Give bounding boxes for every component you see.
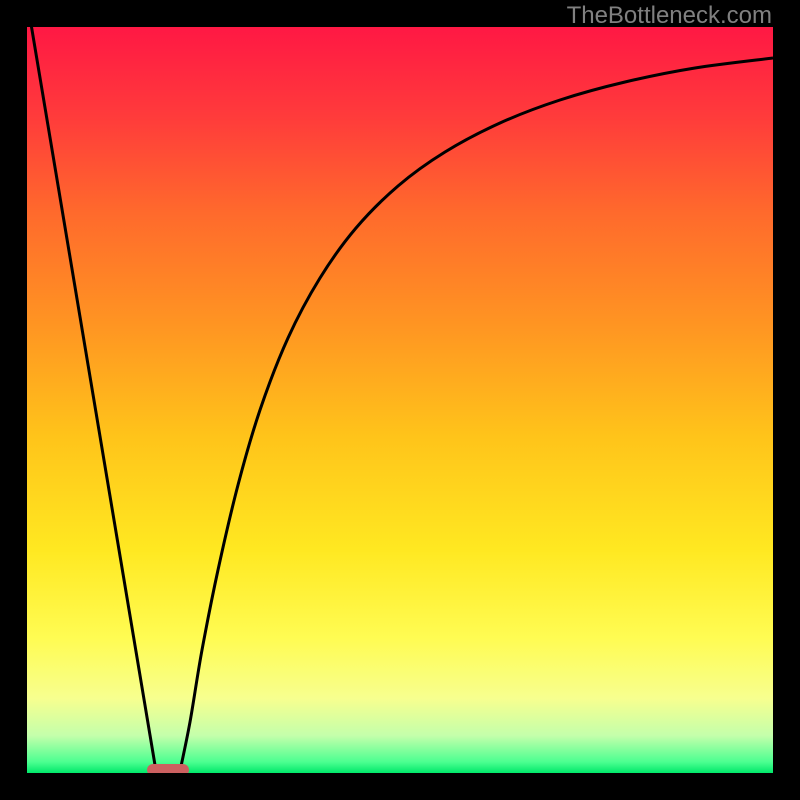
- curves-layer: [27, 27, 773, 773]
- right-curve: [180, 58, 773, 771]
- plot-area: [27, 27, 773, 773]
- watermark-text: TheBottleneck.com: [567, 2, 772, 30]
- bottom-marker: [147, 764, 189, 773]
- chart-container: TheBottleneck.com: [0, 0, 800, 800]
- left-line: [27, 27, 156, 771]
